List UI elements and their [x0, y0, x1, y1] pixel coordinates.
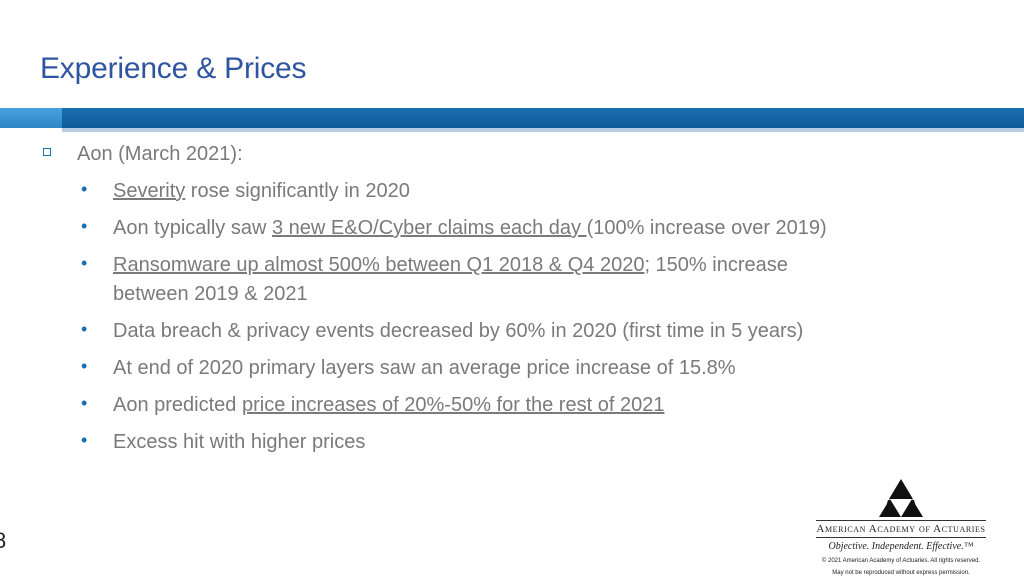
sub-bullet-3-link[interactable]: Ransomware up almost 500% between Q1 201… [113, 254, 645, 276]
dot-icon: • [81, 393, 88, 413]
sub-bullet-1: • Severity rose significantly in 2020 [40, 177, 860, 206]
sub-bullet-3-text: ; 150% increase between 2019 & 2021 [113, 254, 788, 305]
dot-icon: • [81, 253, 88, 273]
org-tagline: Objective. Independent. Effective.™ [828, 541, 974, 552]
sub-bullet-3: • Ransomware up almost 500% between Q1 2… [40, 251, 860, 309]
header-band-stripe [62, 128, 1024, 132]
sub-bullet-6-pre: Aon predicted [113, 394, 242, 416]
sub-bullet-2-pre: Aon typically saw [113, 217, 272, 239]
dot-icon: • [81, 179, 88, 199]
header-band [62, 108, 1024, 128]
sub-bullet-2: • Aon typically saw 3 new E&O/Cyber clai… [40, 214, 860, 243]
sub-bullet-1-text: rose significantly in 2020 [185, 180, 410, 202]
dot-icon: • [81, 430, 88, 450]
sub-bullet-4-text: Data breach & privacy events decreased b… [113, 320, 804, 342]
org-name: American Academy of Actuaries [816, 520, 986, 538]
sub-bullet-6: • Aon predicted price increases of 20%-5… [40, 391, 860, 420]
sub-bullet-1-link[interactable]: Severity [113, 180, 186, 202]
dot-icon: • [81, 356, 88, 376]
main-bullet-text: Aon (March 2021): [77, 143, 243, 165]
sub-bullet-5: • At end of 2020 primary layers saw an a… [40, 354, 860, 383]
triangle-logo-icon [879, 479, 923, 517]
reproduction-notice: May not be reproduced without express pe… [832, 570, 970, 576]
sub-bullet-6-link[interactable]: price increases of 20%-50% for the rest … [241, 394, 665, 416]
sub-bullet-2-link[interactable]: 3 new E&O/Cyber claims each day [271, 217, 587, 239]
sub-bullet-2-text: (100% increase over 2019) [586, 217, 827, 239]
main-bullet: Aon (March 2021): [40, 140, 860, 169]
header-band-left [0, 108, 62, 128]
copyright-text: © 2021 American Academy of Actuaries. Al… [821, 558, 981, 564]
page-number: 8 [0, 528, 7, 553]
academy-logo: American Academy of Actuaries Objective.… [816, 478, 986, 576]
dot-icon: • [81, 216, 88, 236]
dot-icon: • [81, 319, 88, 339]
sub-bullet-7: • Excess hit with higher prices [40, 428, 860, 457]
sub-bullet-7-text: Excess hit with higher prices [113, 431, 366, 453]
slide-title: Experience & Prices [40, 52, 307, 85]
hollow-square-icon [43, 148, 51, 156]
slide-body: Aon (March 2021): • Severity rose signif… [40, 140, 860, 457]
sub-bullet-4: • Data breach & privacy events decreased… [40, 317, 860, 346]
sub-bullet-5-text: At end of 2020 primary layers saw an ave… [113, 357, 736, 379]
